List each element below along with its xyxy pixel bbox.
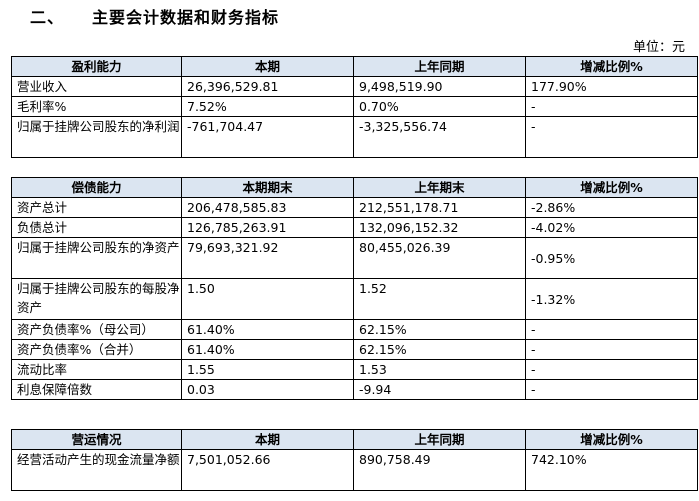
- row-label: 资产负债率%（合并）: [11, 339, 182, 360]
- prior-value: 212,551,178.71: [353, 197, 526, 218]
- change-value: -4.02%: [525, 217, 698, 238]
- prior-value: 132,096,152.32: [353, 217, 526, 238]
- current-value: 7.52%: [181, 96, 354, 117]
- unit-label: 单位：元: [632, 40, 685, 55]
- change-value: -2.86%: [525, 197, 698, 218]
- section-number: 二、: [30, 8, 65, 27]
- row-label: 毛利率%: [11, 96, 182, 117]
- table-row: 利息保障倍数 0.03 -9.94 -: [11, 379, 698, 400]
- header-cell: 上年同期: [353, 429, 526, 450]
- header-cell: 偿债能力: [11, 177, 182, 198]
- prior-value: 890,758.49: [353, 449, 526, 491]
- header-cell: 增减比例%: [525, 56, 698, 77]
- table-row: 资产总计 206,478,585.83 212,551,178.71 -2.86…: [11, 197, 698, 218]
- change-value: -: [525, 319, 698, 340]
- table-row: 归属于挂牌公司股东的净资产 79,693,321.92 80,455,026.3…: [11, 237, 698, 279]
- current-value: 1.50: [181, 278, 354, 320]
- prior-value: 9,498,519.90: [353, 76, 526, 97]
- table-row: 归属于挂牌公司股东的净利润 -761,704.47 -3,325,556.74 …: [11, 116, 698, 158]
- header-cell: 本期期末: [181, 177, 354, 198]
- current-value: 206,478,585.83: [181, 197, 354, 218]
- prior-value: 80,455,026.39: [353, 237, 526, 279]
- table-row: 流动比率 1.55 1.53 -: [11, 359, 698, 380]
- current-value: 0.03: [181, 379, 354, 400]
- table-row: 营业收入 26,396,529.81 9,498,519.90 177.90%: [11, 76, 698, 97]
- current-value: 126,785,263.91: [181, 217, 354, 238]
- row-label: 利息保障倍数: [11, 379, 182, 400]
- table-header-row: 营运情况 本期 上年同期 增减比例%: [11, 429, 698, 450]
- change-value: -0.95%: [525, 237, 698, 279]
- header-cell: 本期: [181, 56, 354, 77]
- prior-value: 62.15%: [353, 339, 526, 360]
- row-label: 负债总计: [11, 217, 182, 238]
- row-label: 归属于挂牌公司股东的净利润: [11, 116, 182, 158]
- header-cell: 增减比例%: [525, 177, 698, 198]
- current-value: 61.40%: [181, 319, 354, 340]
- row-label: 资产负债率%（母公司）: [11, 319, 182, 340]
- table-header-row: 盈利能力 本期 上年同期 增减比例%: [11, 56, 698, 77]
- change-value: -: [525, 379, 698, 400]
- current-value: -761,704.47: [181, 116, 354, 158]
- prior-value: 0.70%: [353, 96, 526, 117]
- table-row: 负债总计 126,785,263.91 132,096,152.32 -4.02…: [11, 217, 698, 238]
- prior-value: 62.15%: [353, 319, 526, 340]
- current-value: 26,396,529.81: [181, 76, 354, 97]
- change-value: -: [525, 359, 698, 380]
- header-cell: 盈利能力: [11, 56, 182, 77]
- header-cell: 营运情况: [11, 429, 182, 450]
- header-cell: 增减比例%: [525, 429, 698, 450]
- prior-value: -3,325,556.74: [353, 116, 526, 158]
- row-label: 流动比率: [11, 359, 182, 380]
- change-value: -1.32%: [525, 278, 698, 320]
- current-value: 7,501,052.66: [181, 449, 354, 491]
- profitability-table: 盈利能力 本期 上年同期 增减比例% 营业收入 26,396,529.81 9,…: [11, 56, 698, 158]
- current-value: 61.40%: [181, 339, 354, 360]
- header-cell: 上年同期: [353, 56, 526, 77]
- row-label: 归属于挂牌公司股东的净资产: [11, 237, 182, 279]
- section-title: 主要会计数据和财务指标: [92, 8, 280, 27]
- row-label: 营业收入: [11, 76, 182, 97]
- table-row: 资产负债率%（合并） 61.40% 62.15% -: [11, 339, 698, 360]
- prior-value: 1.53: [353, 359, 526, 380]
- current-value: 79,693,321.92: [181, 237, 354, 279]
- operation-table: 营运情况 本期 上年同期 增减比例% 经营活动产生的现金流量净额 7,501,0…: [11, 429, 698, 491]
- change-value: -: [525, 96, 698, 117]
- solvency-table: 偿债能力 本期期末 上年期末 增减比例% 资产总计 206,478,585.83…: [11, 177, 698, 400]
- change-value: 742.10%: [525, 449, 698, 491]
- section-heading: 二、 主要会计数据和财务指标: [30, 4, 279, 28]
- prior-value: -9.94: [353, 379, 526, 400]
- prior-value: 1.52: [353, 278, 526, 320]
- change-value: -: [525, 339, 698, 360]
- row-label: 归属于挂牌公司股东的每股净资产: [11, 278, 182, 320]
- row-label: 资产总计: [11, 197, 182, 218]
- table-header-row: 偿债能力 本期期末 上年期末 增减比例%: [11, 177, 698, 198]
- header-cell: 本期: [181, 429, 354, 450]
- change-value: -: [525, 116, 698, 158]
- table-row: 毛利率% 7.52% 0.70% -: [11, 96, 698, 117]
- table-row: 资产负债率%（母公司） 61.40% 62.15% -: [11, 319, 698, 340]
- row-label: 经营活动产生的现金流量净额: [11, 449, 182, 491]
- current-value: 1.55: [181, 359, 354, 380]
- table-row: 归属于挂牌公司股东的每股净资产 1.50 1.52 -1.32%: [11, 278, 698, 320]
- header-cell: 上年期末: [353, 177, 526, 198]
- change-value: 177.90%: [525, 76, 698, 97]
- table-row: 经营活动产生的现金流量净额 7,501,052.66 890,758.49 74…: [11, 449, 698, 491]
